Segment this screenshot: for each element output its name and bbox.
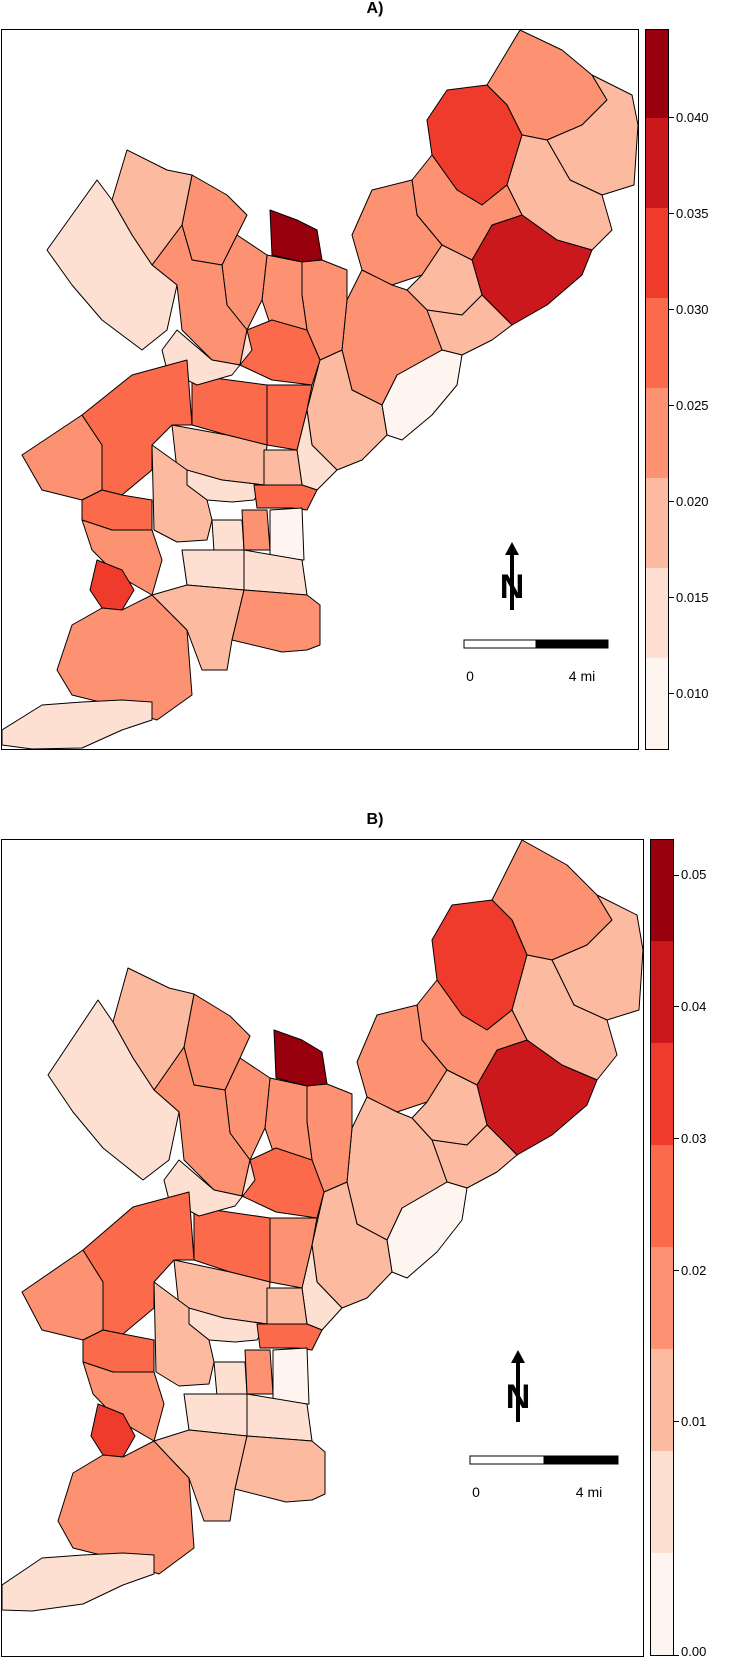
- region: [256, 1323, 323, 1351]
- legend-tick: [668, 501, 674, 502]
- choropleth-map: N 0 4 mi: [2, 30, 638, 749]
- panel-title: A): [366, 0, 384, 17]
- region: [2, 699, 153, 749]
- region: [183, 1393, 248, 1437]
- region: [231, 589, 321, 653]
- scale-bar: 0 4 mi: [463, 639, 609, 684]
- region: [213, 1361, 248, 1397]
- region: [81, 359, 193, 496]
- region: [273, 1029, 328, 1087]
- legend-tick-label: 0.02: [681, 1263, 707, 1278]
- legend-bin: [651, 941, 673, 1043]
- legend-tick-label: 0.05: [681, 867, 707, 882]
- legend-bin: [646, 568, 668, 658]
- legend-bin: [651, 1553, 673, 1655]
- region: [269, 209, 323, 263]
- legend-bin: [651, 1349, 673, 1451]
- legend-tick: [668, 405, 674, 406]
- region: [234, 1435, 326, 1503]
- region: [151, 584, 245, 671]
- region: [264, 1077, 313, 1161]
- scale-bar: 0 4 mi: [469, 1455, 619, 1500]
- north-label: N: [500, 568, 525, 606]
- legend-tick-label: 0.040: [676, 110, 709, 125]
- region: [2, 1552, 155, 1612]
- legend-bin: [646, 658, 668, 749]
- legend-tick: [673, 1270, 679, 1271]
- legend-bin: [646, 478, 668, 568]
- region: [57, 1440, 195, 1575]
- legend-tick: [668, 693, 674, 694]
- legend-tick: [673, 1006, 679, 1007]
- scale-end-label: 4 mi: [569, 668, 595, 684]
- color-legend: [645, 29, 669, 750]
- region: [211, 519, 245, 553]
- legend-bin: [646, 30, 668, 118]
- legend-tick-label: 0.01: [681, 1414, 707, 1429]
- legend-bin: [651, 1145, 673, 1247]
- map-frame: N 0 4 mi: [1, 29, 639, 750]
- panel-a: A): [0, 0, 750, 800]
- legend-bin: [651, 840, 673, 941]
- region: [56, 594, 193, 721]
- region: [239, 319, 321, 386]
- panel-title: B): [366, 811, 384, 828]
- legend-tick: [668, 597, 674, 598]
- region: [241, 509, 271, 551]
- region: [82, 1191, 195, 1335]
- region: [253, 484, 318, 511]
- region: [266, 1287, 308, 1325]
- legend-bin: [646, 388, 668, 478]
- legend-tick: [668, 117, 674, 118]
- region: [82, 1361, 165, 1442]
- legend-tick: [673, 875, 679, 876]
- legend-tick-label: 0.00: [681, 1644, 707, 1659]
- legend-tick: [673, 1138, 679, 1139]
- north-arrow: N: [500, 542, 525, 610]
- region: [269, 507, 305, 561]
- scale-start-label: 0: [466, 668, 474, 684]
- region: [47, 999, 180, 1181]
- region: [241, 1147, 325, 1219]
- choropleth-map: N 0 4 mi: [2, 840, 643, 1612]
- legend-tick-label: 0.03: [681, 1131, 707, 1146]
- legend-bin: [646, 208, 668, 298]
- map-frame: N 0 4 mi: [1, 839, 644, 1657]
- legend-tick-label: 0.035: [676, 206, 709, 221]
- legend-tick: [673, 1655, 679, 1656]
- scale-start-label: 0: [472, 1484, 480, 1500]
- panel-b: B): [0, 811, 750, 1659]
- region: [181, 549, 245, 591]
- legend-bin: [646, 298, 668, 388]
- legend-bin: [651, 1043, 673, 1145]
- color-legend: [650, 839, 674, 1656]
- region: [81, 519, 163, 596]
- legend-tick-label: 0.04: [681, 999, 707, 1014]
- legend-tick: [668, 309, 674, 310]
- legend-tick: [668, 213, 674, 214]
- region: [244, 1349, 274, 1395]
- region: [46, 179, 178, 351]
- region: [153, 1429, 248, 1522]
- north-arrow: N: [506, 1350, 531, 1422]
- legend-tick-label: 0.015: [676, 590, 709, 605]
- scale-end-label: 4 mi: [576, 1484, 602, 1500]
- region: [261, 254, 308, 331]
- legend-bin: [651, 1247, 673, 1349]
- legend-tick-label: 0.010: [676, 686, 709, 701]
- region: [263, 449, 303, 486]
- north-label: N: [506, 1378, 531, 1416]
- legend-tick-label: 0.025: [676, 398, 709, 413]
- legend-tick-label: 0.030: [676, 302, 709, 317]
- legend-tick-label: 0.020: [676, 494, 709, 509]
- region: [272, 1347, 310, 1405]
- legend-tick: [673, 1421, 679, 1422]
- legend-bin: [651, 1451, 673, 1553]
- legend-bin: [646, 118, 668, 208]
